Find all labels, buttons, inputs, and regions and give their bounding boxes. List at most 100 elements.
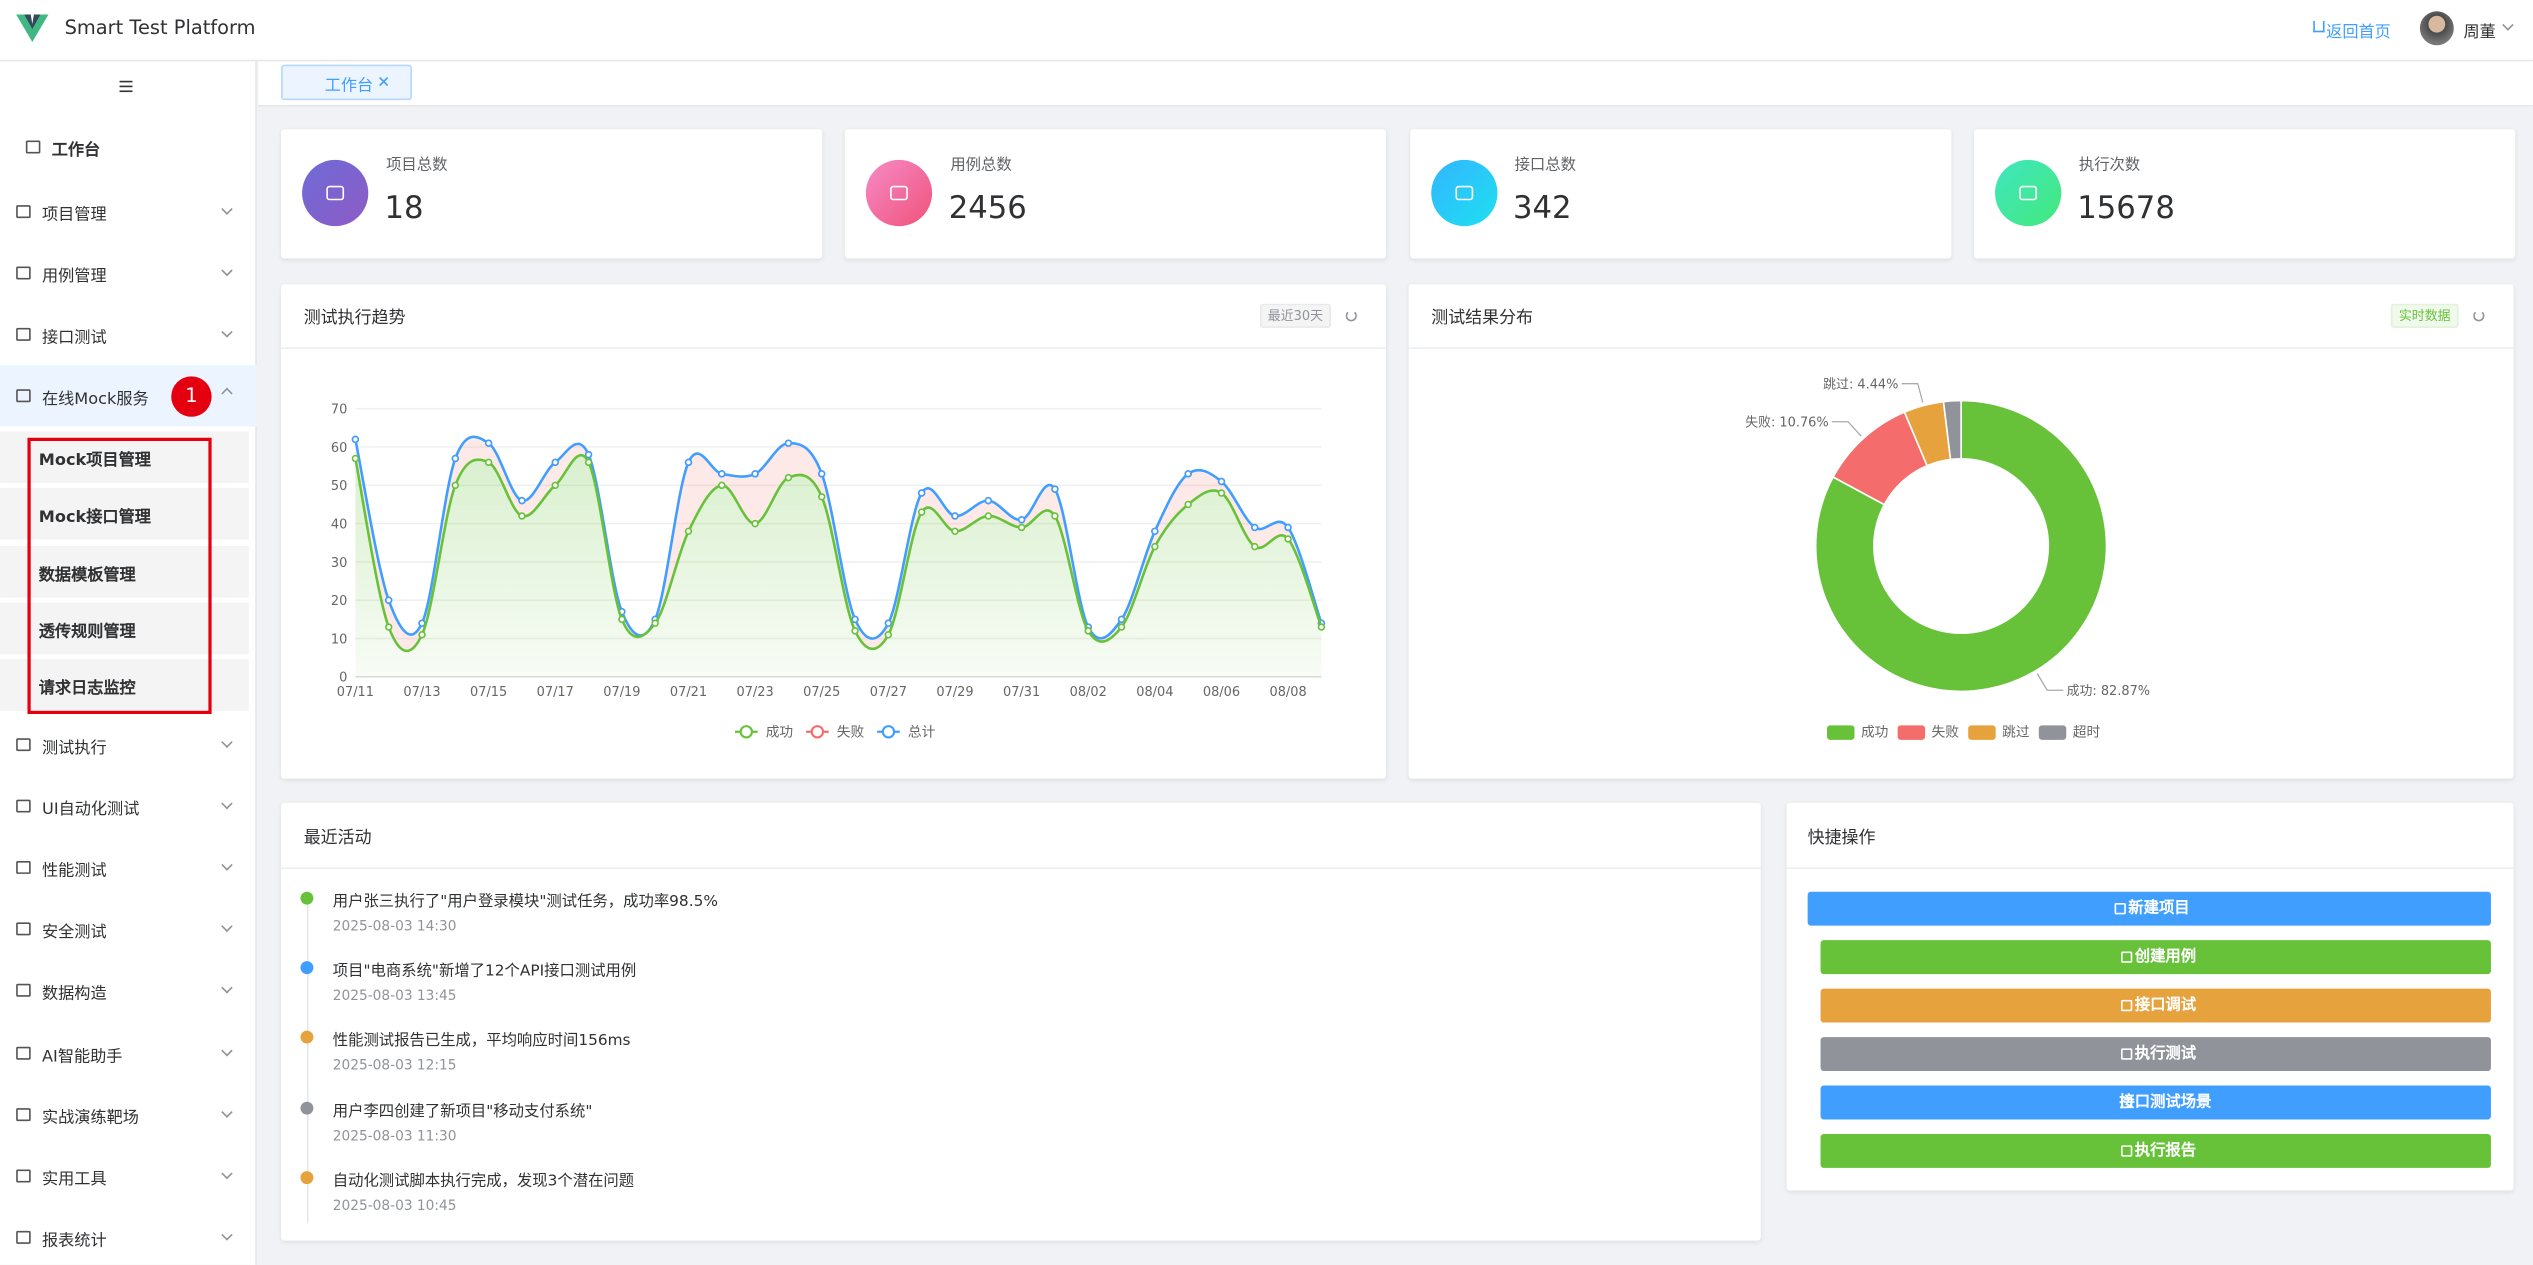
activity-time: 2025-08-03 10:45 — [332, 1198, 457, 1215]
refresh-icon[interactable] — [1345, 310, 1357, 322]
quick-card: 快捷操作新建项目创建用例接口调试执行测试接口测试场景 执行报告 — [1786, 802, 2514, 1191]
activity-time: 2025-08-03 13:45 — [332, 988, 457, 1006]
submenu-item[interactable]: Mock接口管理 — [38, 509, 151, 528]
button-icon — [2120, 1048, 2132, 1060]
workbench[interactable]: 工作台 — [51, 142, 101, 160]
menu-icon — [16, 205, 31, 219]
quick-button[interactable]: 创建用例 — [1820, 940, 2491, 975]
menu-icon — [16, 1230, 31, 1244]
menu-icon — [16, 266, 31, 280]
menu-icon — [16, 1169, 31, 1182]
button-label: 创建用例 — [2134, 948, 2197, 967]
menu-icon — [16, 1045, 31, 1059]
quick-button[interactable]: 执行报告 — [1820, 1134, 2491, 1168]
chart-card: 测试执行趋势 最近30天 — [281, 284, 1387, 779]
stat-label: 项目总数 — [386, 156, 448, 175]
stat-value: 15678 — [2077, 190, 2175, 227]
home-icon — [2313, 21, 2325, 33]
timeline-dot — [300, 961, 314, 975]
activity-time: 2025-08-03 14:30 — [332, 919, 457, 936]
timeline-dot — [300, 1170, 314, 1184]
menu-icon — [16, 861, 31, 875]
menu-item[interactable]: 在线Mock服务 — [42, 390, 149, 409]
highlight-box — [27, 437, 212, 715]
tab[interactable]: 工作台 — [281, 64, 412, 101]
stat-icon-glyph — [326, 185, 345, 201]
menu-icon — [16, 738, 31, 752]
button-icon — [2120, 1096, 2132, 1109]
button-label: 执行测试 — [2134, 1045, 2197, 1063]
stat-label: 接口总数 — [1514, 156, 1576, 175]
stat-value: 342 — [1512, 190, 1572, 227]
stat-value: 2456 — [948, 190, 1027, 227]
stat-icon-glyph — [2019, 185, 2037, 201]
submenu-bg — [0, 488, 249, 541]
menu-item[interactable]: 数据构造 — [42, 986, 107, 1004]
stat-label: 执行次数 — [2078, 156, 2141, 175]
stat-icon-glyph — [1454, 185, 1473, 201]
submenu-item[interactable]: Mock项目管理 — [38, 452, 151, 471]
activity-text: 项目"电商系统"新增了12个API接口测试用例 — [332, 963, 637, 981]
stat-icon-glyph — [890, 185, 909, 201]
menu-item[interactable]: 接口测试 — [42, 329, 107, 348]
user-name[interactable]: 周董 — [2463, 24, 2496, 43]
card-divider — [281, 867, 1761, 870]
menu-item[interactable]: UI自动化测试 — [42, 801, 140, 820]
chart-card: 测试结果分布 实时数据 — [1408, 284, 2514, 779]
menu-item[interactable]: 项目管理 — [42, 206, 107, 225]
timeline-line — [306, 899, 308, 1223]
menu-toggle-mid — [119, 85, 133, 88]
menu-icon — [16, 984, 31, 998]
button-icon — [2120, 1145, 2132, 1157]
chart-title: 测试执行趋势 — [303, 308, 406, 328]
quick-button[interactable]: 新建项目 — [1807, 891, 2491, 926]
quick-button[interactable]: 接口调试 — [1820, 988, 2491, 1023]
menu-item[interactable]: 用例管理 — [42, 268, 107, 286]
menu-item[interactable]: 测试执行 — [42, 739, 107, 758]
button-label: 接口调试 — [2134, 996, 2197, 1015]
activity-card: 最近活动 用户张三执行了"用户登录模块"测试任务，成功率98.5% 2025-08-… — [281, 802, 1761, 1241]
activity-text: 性能测试报告已生成，平均响应时间156ms — [332, 1032, 631, 1051]
submenu-item[interactable]: 请求日志监控 — [38, 680, 136, 699]
menu-item[interactable]: 安全测试 — [42, 924, 107, 943]
timeline-dot — [300, 1031, 314, 1045]
card-divider — [1408, 347, 2514, 349]
header — [0, 0, 2533, 62]
submenu-bg — [0, 545, 249, 598]
menu-item[interactable]: 性能测试 — [42, 862, 107, 881]
menu-item[interactable]: 实用工具 — [42, 1170, 107, 1189]
button-label: 执行报告 — [2134, 1142, 2197, 1160]
stat-card: 项目总数 18 — [281, 129, 823, 259]
submenu-item[interactable]: 数据模板管理 — [38, 566, 136, 585]
menu-item[interactable]: 报表统计 — [42, 1232, 107, 1250]
menu-item[interactable]: AI智能助手 — [42, 1047, 123, 1066]
menu-icon — [16, 327, 31, 341]
quick-button[interactable]: 执行测试 — [1820, 1037, 2491, 1072]
card-divider — [1786, 867, 2514, 870]
quick-button[interactable]: 接口测试场景 — [1820, 1085, 2491, 1120]
menu-active-bg — [0, 365, 257, 427]
button-label: 接口测试场景 — [2119, 1093, 2212, 1112]
timeline-dot — [300, 891, 314, 905]
stat-icon — [302, 159, 369, 227]
card-divider — [281, 347, 1387, 349]
menu-toggle[interactable] — [119, 80, 133, 93]
menu-icon — [16, 922, 31, 936]
chart-tag: 实时数据 — [2390, 303, 2459, 328]
activity-text: 用户李四创建了新项目"移动支付系统" — [332, 1102, 593, 1121]
quick-title: 快捷操作 — [1807, 828, 1876, 849]
submenu-item[interactable]: 透传规则管理 — [38, 623, 136, 642]
workbench-icon — [25, 140, 41, 154]
menu-item[interactable]: 实战演练靶场 — [42, 1109, 139, 1127]
stat-card: 接口总数 342 — [1409, 129, 1951, 259]
tab-bar — [258, 61, 2533, 107]
home-link[interactable]: 返回首页 — [2326, 24, 2391, 43]
menu-icon — [16, 389, 31, 403]
activity-text: 自动化测试脚本执行完成，发现3个潜在问题 — [332, 1172, 635, 1191]
tab-close — [380, 71, 390, 81]
stat-icon — [1430, 159, 1497, 227]
refresh-icon[interactable] — [2473, 310, 2485, 322]
submenu-bg — [0, 659, 249, 712]
button-icon — [2113, 903, 2126, 915]
stat-card: 用例总数 2456 — [845, 129, 1387, 259]
